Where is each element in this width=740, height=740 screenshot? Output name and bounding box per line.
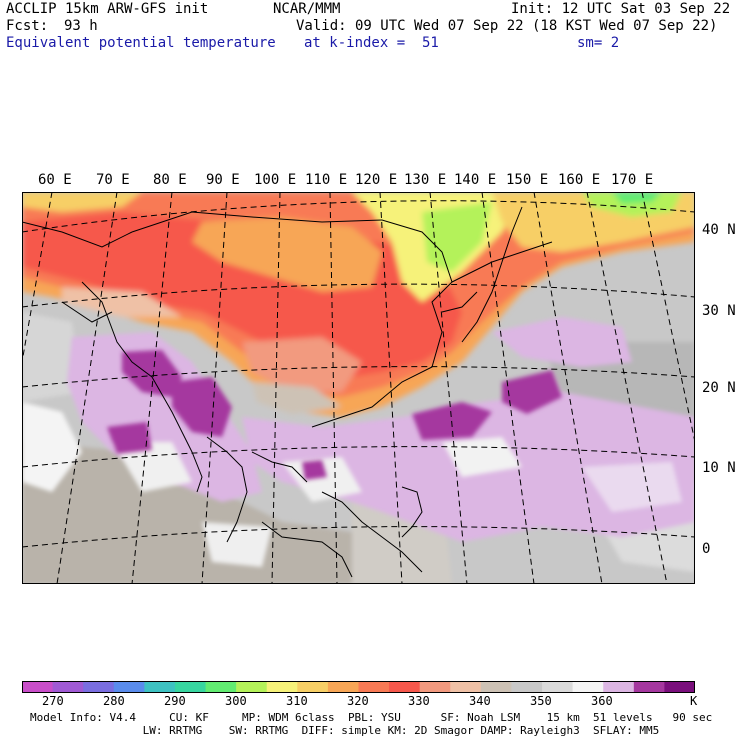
theta-e-map (22, 192, 695, 584)
cu-scheme: CU: KF (169, 711, 209, 724)
org-label: NCAR/MMM (273, 1, 341, 17)
lat-label: 30 N (702, 303, 736, 319)
coastlines (22, 206, 553, 578)
forecast-hour: 93 h (64, 18, 98, 34)
levels: 51 levels (593, 711, 653, 724)
model-info: Model Info: V4.4 (30, 711, 136, 724)
colorbar-swatch (450, 681, 482, 693)
smoothing-info: sm= 2 (577, 35, 620, 51)
lon-label: 140 E (454, 172, 497, 188)
colorbar-swatch (603, 681, 635, 693)
sf-scheme: SF: Noah LSM (440, 711, 521, 724)
damp-scheme: DAMP: Rayleigh3 (480, 724, 580, 737)
init-time: Init: 12 UTC Sat 03 Sep 22 (511, 1, 731, 17)
colorbar-swatch (572, 681, 604, 693)
lat-label: 40 N (702, 222, 736, 238)
colorbar-tick: 330 (408, 694, 430, 708)
footer-line-2: LW: RRTMG SW: RRTMG DIFF: simple KM: 2D … (30, 724, 660, 737)
colorbar-swatch (389, 681, 421, 693)
colorbar-swatch (174, 681, 207, 693)
graticule (22, 192, 695, 584)
timestep: 90 sec (672, 711, 713, 724)
lw-scheme: LW: RRTMG (142, 724, 203, 737)
colorbar-tick: 300 (225, 694, 247, 708)
level-info: at k-index = 51 (304, 35, 439, 51)
lon-label: 110 E (305, 172, 348, 188)
colorbar-tick: 270 (42, 694, 64, 708)
lon-label: 90 E (206, 172, 240, 188)
colorbar-tick: 310 (286, 694, 308, 708)
colorbar-swatch (22, 681, 54, 693)
lon-label: 170 E (611, 172, 654, 188)
colorbar-swatch (205, 681, 237, 693)
lon-label: 60 E (38, 172, 72, 188)
lon-label: 70 E (96, 172, 130, 188)
lon-label: 150 E (506, 172, 549, 188)
valid-time: Valid: 09 UTC Wed 07 Sep 22 (18 KST Wed … (296, 18, 718, 34)
lat-label: 10 N (702, 460, 736, 476)
forecast-label: Fcst: (6, 18, 49, 34)
colorbar-swatch (52, 681, 84, 693)
lon-label: 80 E (153, 172, 187, 188)
colorbar-swatch (419, 681, 451, 693)
colorbar-tick: 280 (103, 694, 125, 708)
colorbar-swatch (664, 681, 695, 693)
lon-label: 130 E (404, 172, 447, 188)
sflay-scheme: SFLAY: MM5 (592, 724, 660, 737)
colorbar-swatch (236, 681, 268, 693)
colorbar-swatch (358, 681, 390, 693)
colorbar-swatch (144, 681, 176, 693)
colorbar-frame (22, 681, 695, 693)
lat-label: 20 N (702, 380, 736, 396)
footer-line-1: Model Info: V4.4 CU: KF MP: WDM 6class P… (30, 712, 712, 724)
colorbar (22, 681, 695, 693)
colorbar-tick: 320 (347, 694, 369, 708)
colorbar-swatch (511, 681, 543, 693)
colorbar-swatch (542, 681, 574, 693)
colorbar-tick: 290 (164, 694, 186, 708)
colorbar-unit: K (690, 694, 698, 708)
lon-label: 120 E (355, 172, 398, 188)
colorbar-tick: 340 (469, 694, 491, 708)
field-name: Equivalent potential temperature (6, 35, 276, 51)
colorbar-swatch (113, 681, 145, 693)
map-frame (22, 192, 695, 584)
colorbar-swatch (266, 681, 298, 693)
mp-scheme: MP: WDM 6class (241, 711, 335, 724)
colorbar-swatch (327, 681, 360, 693)
colorbar-swatch (297, 681, 329, 693)
lat-label: 0 (702, 541, 711, 557)
colorbar-swatch (480, 681, 513, 693)
km-scheme: KM: 2D Smagor (387, 724, 474, 737)
colorbar-swatch (83, 681, 115, 693)
resolution: 15 km (546, 711, 580, 724)
colorbar-swatch (633, 681, 666, 693)
diff-scheme: DIFF: simple (301, 724, 382, 737)
model-title: ACCLIP 15km ARW-GFS init (6, 1, 209, 17)
lon-label: 160 E (558, 172, 601, 188)
pbl-scheme: PBL: YSU (347, 711, 401, 724)
colorbar-tick: 360 (591, 694, 613, 708)
sw-scheme: SW: RRTMG (228, 724, 289, 737)
lon-label: 100 E (254, 172, 297, 188)
colorbar-tick: 350 (530, 694, 552, 708)
white-patches (22, 402, 522, 567)
